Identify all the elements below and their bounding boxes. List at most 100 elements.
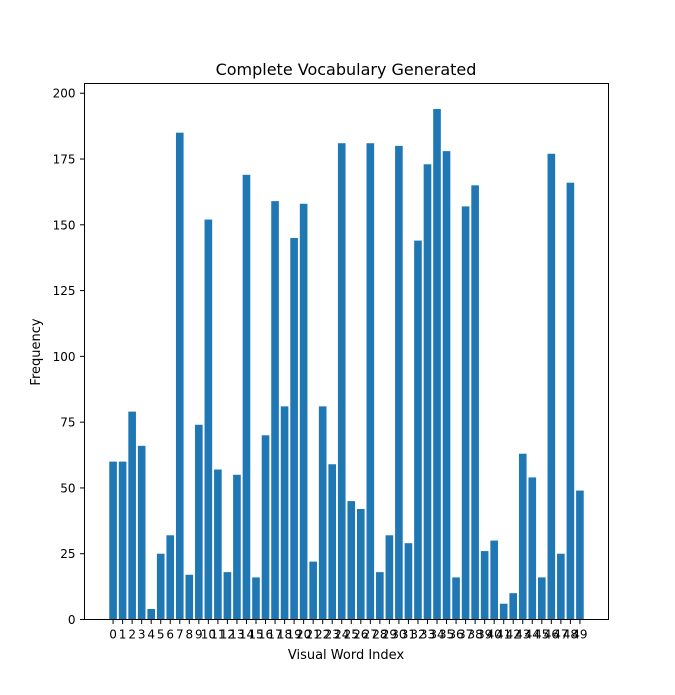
bar-14 — [242, 174, 251, 620]
x-tick-label: 48 — [563, 628, 578, 642]
bars-group — [109, 109, 584, 620]
x-tick-label: 14 — [239, 628, 254, 642]
bar-27 — [366, 143, 375, 620]
x-tick-label: 43 — [515, 628, 530, 642]
bar-8 — [185, 574, 194, 620]
bar-18 — [280, 406, 289, 620]
y-tick-label: 25 — [60, 547, 75, 561]
y-tick-label: 200 — [53, 87, 76, 101]
y-axis-ticks: 0 25 50 75 100 125 150 175 200 — [53, 87, 85, 627]
bar-41 — [499, 603, 508, 620]
bar-49 — [576, 490, 584, 620]
bar-23 — [328, 464, 337, 620]
x-tick-label: 0 — [109, 628, 117, 642]
x-tick-label: 28 — [372, 628, 387, 642]
bar-13 — [233, 474, 241, 620]
plot-frame — [84, 83, 609, 620]
bar-37 — [461, 206, 470, 620]
bar-35 — [442, 151, 451, 620]
bar-26 — [356, 508, 365, 620]
x-tick-label: 30 — [391, 628, 406, 642]
bar-21 — [309, 561, 317, 620]
bar-38 — [471, 185, 479, 620]
x-tick-label: 5 — [157, 628, 165, 642]
x-tick-label: 19 — [286, 628, 301, 642]
x-tick-label: 3 — [138, 628, 146, 642]
bar-31 — [404, 543, 413, 620]
bar-29 — [385, 535, 394, 620]
bar-30 — [395, 145, 403, 620]
y-tick-label: 100 — [53, 350, 76, 364]
bar-16 — [261, 435, 270, 620]
chart-title: Complete Vocabulary Generated — [216, 60, 477, 79]
x-tick-label: 46 — [544, 628, 559, 642]
x-tick-label: 6 — [166, 628, 174, 642]
x-tick-label: 13 — [229, 628, 244, 642]
x-tick-label: 25 — [344, 628, 359, 642]
bar-5 — [156, 553, 165, 620]
x-tick-label: 35 — [439, 628, 454, 642]
x-tick-label: 1 — [119, 628, 127, 642]
x-tick-label: 36 — [448, 628, 463, 642]
bar-33 — [423, 164, 432, 620]
x-tick-label: 12 — [220, 628, 235, 642]
bar-40 — [490, 540, 498, 620]
bar-17 — [271, 201, 279, 620]
x-tick-label: 18 — [277, 628, 292, 642]
bar-9 — [195, 424, 203, 620]
x-tick-label: 17 — [267, 628, 282, 642]
bar-36 — [452, 577, 460, 620]
x-tick-label: 41 — [496, 628, 511, 642]
bar-20 — [299, 203, 308, 620]
x-tick-label: 23 — [325, 628, 340, 642]
bar-11 — [214, 469, 222, 620]
bar-0 — [109, 461, 117, 620]
bar-42 — [509, 593, 518, 620]
bar-22 — [318, 406, 327, 620]
bar-39 — [480, 551, 489, 620]
y-tick-label: 75 — [60, 416, 75, 430]
x-tick-label: 4 — [147, 628, 155, 642]
x-tick-label: 9 — [195, 628, 203, 642]
bar-24 — [337, 143, 346, 620]
bar-2 — [128, 411, 136, 620]
x-tick-label: 7 — [176, 628, 184, 642]
x-tick-label: 39 — [477, 628, 492, 642]
bar-1 — [118, 461, 127, 620]
x-axis-label: Visual Word Index — [288, 648, 405, 663]
x-tick-label: 44 — [525, 628, 540, 642]
x-tick-label: 8 — [185, 628, 193, 642]
bar-44 — [528, 477, 537, 620]
bar-45 — [537, 577, 546, 620]
y-tick-label: 0 — [68, 613, 76, 627]
y-axis-label: Frequency — [29, 318, 44, 385]
x-tick-label: 45 — [534, 628, 549, 642]
x-tick-label: 15 — [248, 628, 263, 642]
x-tick-label: 34 — [429, 628, 444, 642]
x-tick-label: 16 — [258, 628, 273, 642]
x-tick-label: 32 — [410, 628, 425, 642]
bar-46 — [547, 153, 556, 620]
bar-34 — [433, 109, 441, 620]
x-tick-label: 49 — [572, 628, 587, 642]
x-tick-label: 42 — [506, 628, 521, 642]
bar-12 — [223, 572, 232, 620]
x-axis-ticks: 0 1 2 3 4 5 6 7 8 9101112131415161718192021222324… — [109, 619, 588, 642]
bar-32 — [414, 240, 422, 620]
x-tick-label: 38 — [467, 628, 482, 642]
x-tick-label: 47 — [553, 628, 568, 642]
x-tick-label: 29 — [382, 628, 397, 642]
x-tick-label: 37 — [458, 628, 473, 642]
bar-6 — [166, 535, 175, 620]
bar-4 — [147, 608, 156, 620]
bar-25 — [347, 501, 356, 620]
x-tick-label: 21 — [306, 628, 321, 642]
x-tick-label: 27 — [363, 628, 378, 642]
x-tick-label: 33 — [420, 628, 435, 642]
bar-28 — [376, 572, 384, 620]
bar-43 — [518, 453, 527, 620]
x-tick-label: 24 — [334, 628, 349, 642]
x-tick-label: 40 — [487, 628, 502, 642]
x-tick-label: 26 — [353, 628, 368, 642]
